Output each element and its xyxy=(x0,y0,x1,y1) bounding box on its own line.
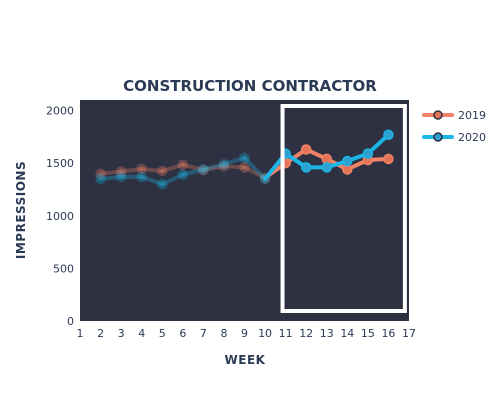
series-line-segment xyxy=(139,174,165,187)
x-tick-label: 15 xyxy=(361,327,375,340)
data-point[interactable] xyxy=(136,163,147,175)
y-tick-label: 1000 xyxy=(46,210,74,223)
data-point[interactable] xyxy=(300,144,312,155)
y-axis-title: IMPRESSIONS xyxy=(14,161,28,259)
x-tick-label: 12 xyxy=(299,327,313,340)
series-layer xyxy=(95,129,394,190)
data-point[interactable] xyxy=(383,129,394,140)
data-point[interactable] xyxy=(300,162,312,173)
data-point[interactable] xyxy=(136,171,147,183)
series-line-segment xyxy=(98,174,124,181)
series-line-segment xyxy=(201,164,226,172)
data-point[interactable] xyxy=(198,164,209,175)
data-point[interactable] xyxy=(177,169,189,180)
legend-item-2019[interactable]: 2019 xyxy=(422,109,486,122)
y-tick-label: 500 xyxy=(53,262,74,275)
series-line-segment xyxy=(221,155,247,167)
x-tick-label: 13 xyxy=(320,327,334,340)
x-tick-label: 17 xyxy=(402,327,416,340)
data-point[interactable] xyxy=(342,164,353,175)
x-tick-label: 11 xyxy=(279,327,293,340)
data-point[interactable] xyxy=(218,158,230,170)
x-tick-label: 8 xyxy=(220,327,227,340)
series-line-segment xyxy=(242,165,268,180)
x-axis-title: WEEK xyxy=(225,353,266,367)
x-tick-label: 16 xyxy=(381,327,395,340)
series-line-segment xyxy=(201,162,226,172)
x-tick-label: 6 xyxy=(179,327,186,340)
x-tick-label: 10 xyxy=(258,327,272,340)
x-tick-label: 5 xyxy=(159,327,166,340)
data-point[interactable] xyxy=(157,165,168,177)
data-point[interactable] xyxy=(177,159,189,170)
x-tick-label: 2 xyxy=(97,327,104,340)
series-line-segment xyxy=(98,169,124,176)
legend-swatch-marker xyxy=(433,132,443,142)
legend-label: 2020 xyxy=(458,131,486,144)
highlight-box xyxy=(280,104,407,313)
x-tick-label: 4 xyxy=(138,327,145,340)
data-point[interactable] xyxy=(321,162,332,173)
data-point[interactable] xyxy=(239,152,250,164)
data-point[interactable] xyxy=(259,173,271,185)
data-point[interactable] xyxy=(115,166,127,177)
data-point[interactable] xyxy=(342,155,353,167)
series-line-segment xyxy=(160,162,185,174)
series-line-segment xyxy=(119,166,144,174)
data-point[interactable] xyxy=(198,164,209,176)
x-tick-label: 14 xyxy=(340,327,354,340)
plot-area xyxy=(80,100,409,321)
y-tick-label: 2000 xyxy=(46,105,74,118)
data-point[interactable] xyxy=(321,153,332,165)
data-point[interactable] xyxy=(95,168,106,179)
series-line-segment xyxy=(242,155,268,181)
x-tick-label: 9 xyxy=(241,327,248,340)
y-tick-label: 0 xyxy=(67,315,74,328)
data-point[interactable] xyxy=(218,161,230,172)
legend-label: 2019 xyxy=(458,109,486,122)
data-point[interactable] xyxy=(95,173,106,185)
series-line-segment xyxy=(180,167,206,177)
chart-title: CONSTRUCTION CONTRACTOR xyxy=(123,77,377,95)
series-2020 xyxy=(95,129,394,190)
series-line-segment xyxy=(180,162,206,172)
data-point[interactable] xyxy=(157,178,168,190)
legend-swatch-marker xyxy=(433,110,443,120)
series-line-segment xyxy=(221,164,247,170)
legend: 2019 2020 xyxy=(422,109,486,144)
x-tick-label: 3 xyxy=(118,327,125,340)
x-tick-label: 1 xyxy=(77,327,84,340)
series-line-segment xyxy=(139,166,165,174)
series-line-segment xyxy=(160,172,185,187)
y-axis-ticks: 0 500 1000 1500 2000 xyxy=(46,105,74,328)
data-point[interactable] xyxy=(383,153,394,165)
y-tick-label: 1500 xyxy=(46,157,74,170)
x-axis-ticks: 1 2 3 4 5 6 7 8 9 10 11 12 13 14 15 16 17 xyxy=(77,327,417,340)
data-point[interactable] xyxy=(115,171,127,183)
x-tick-label: 7 xyxy=(200,327,207,340)
data-point[interactable] xyxy=(362,148,374,159)
legend-item-2020[interactable]: 2020 xyxy=(422,131,486,144)
data-point[interactable] xyxy=(239,162,250,173)
